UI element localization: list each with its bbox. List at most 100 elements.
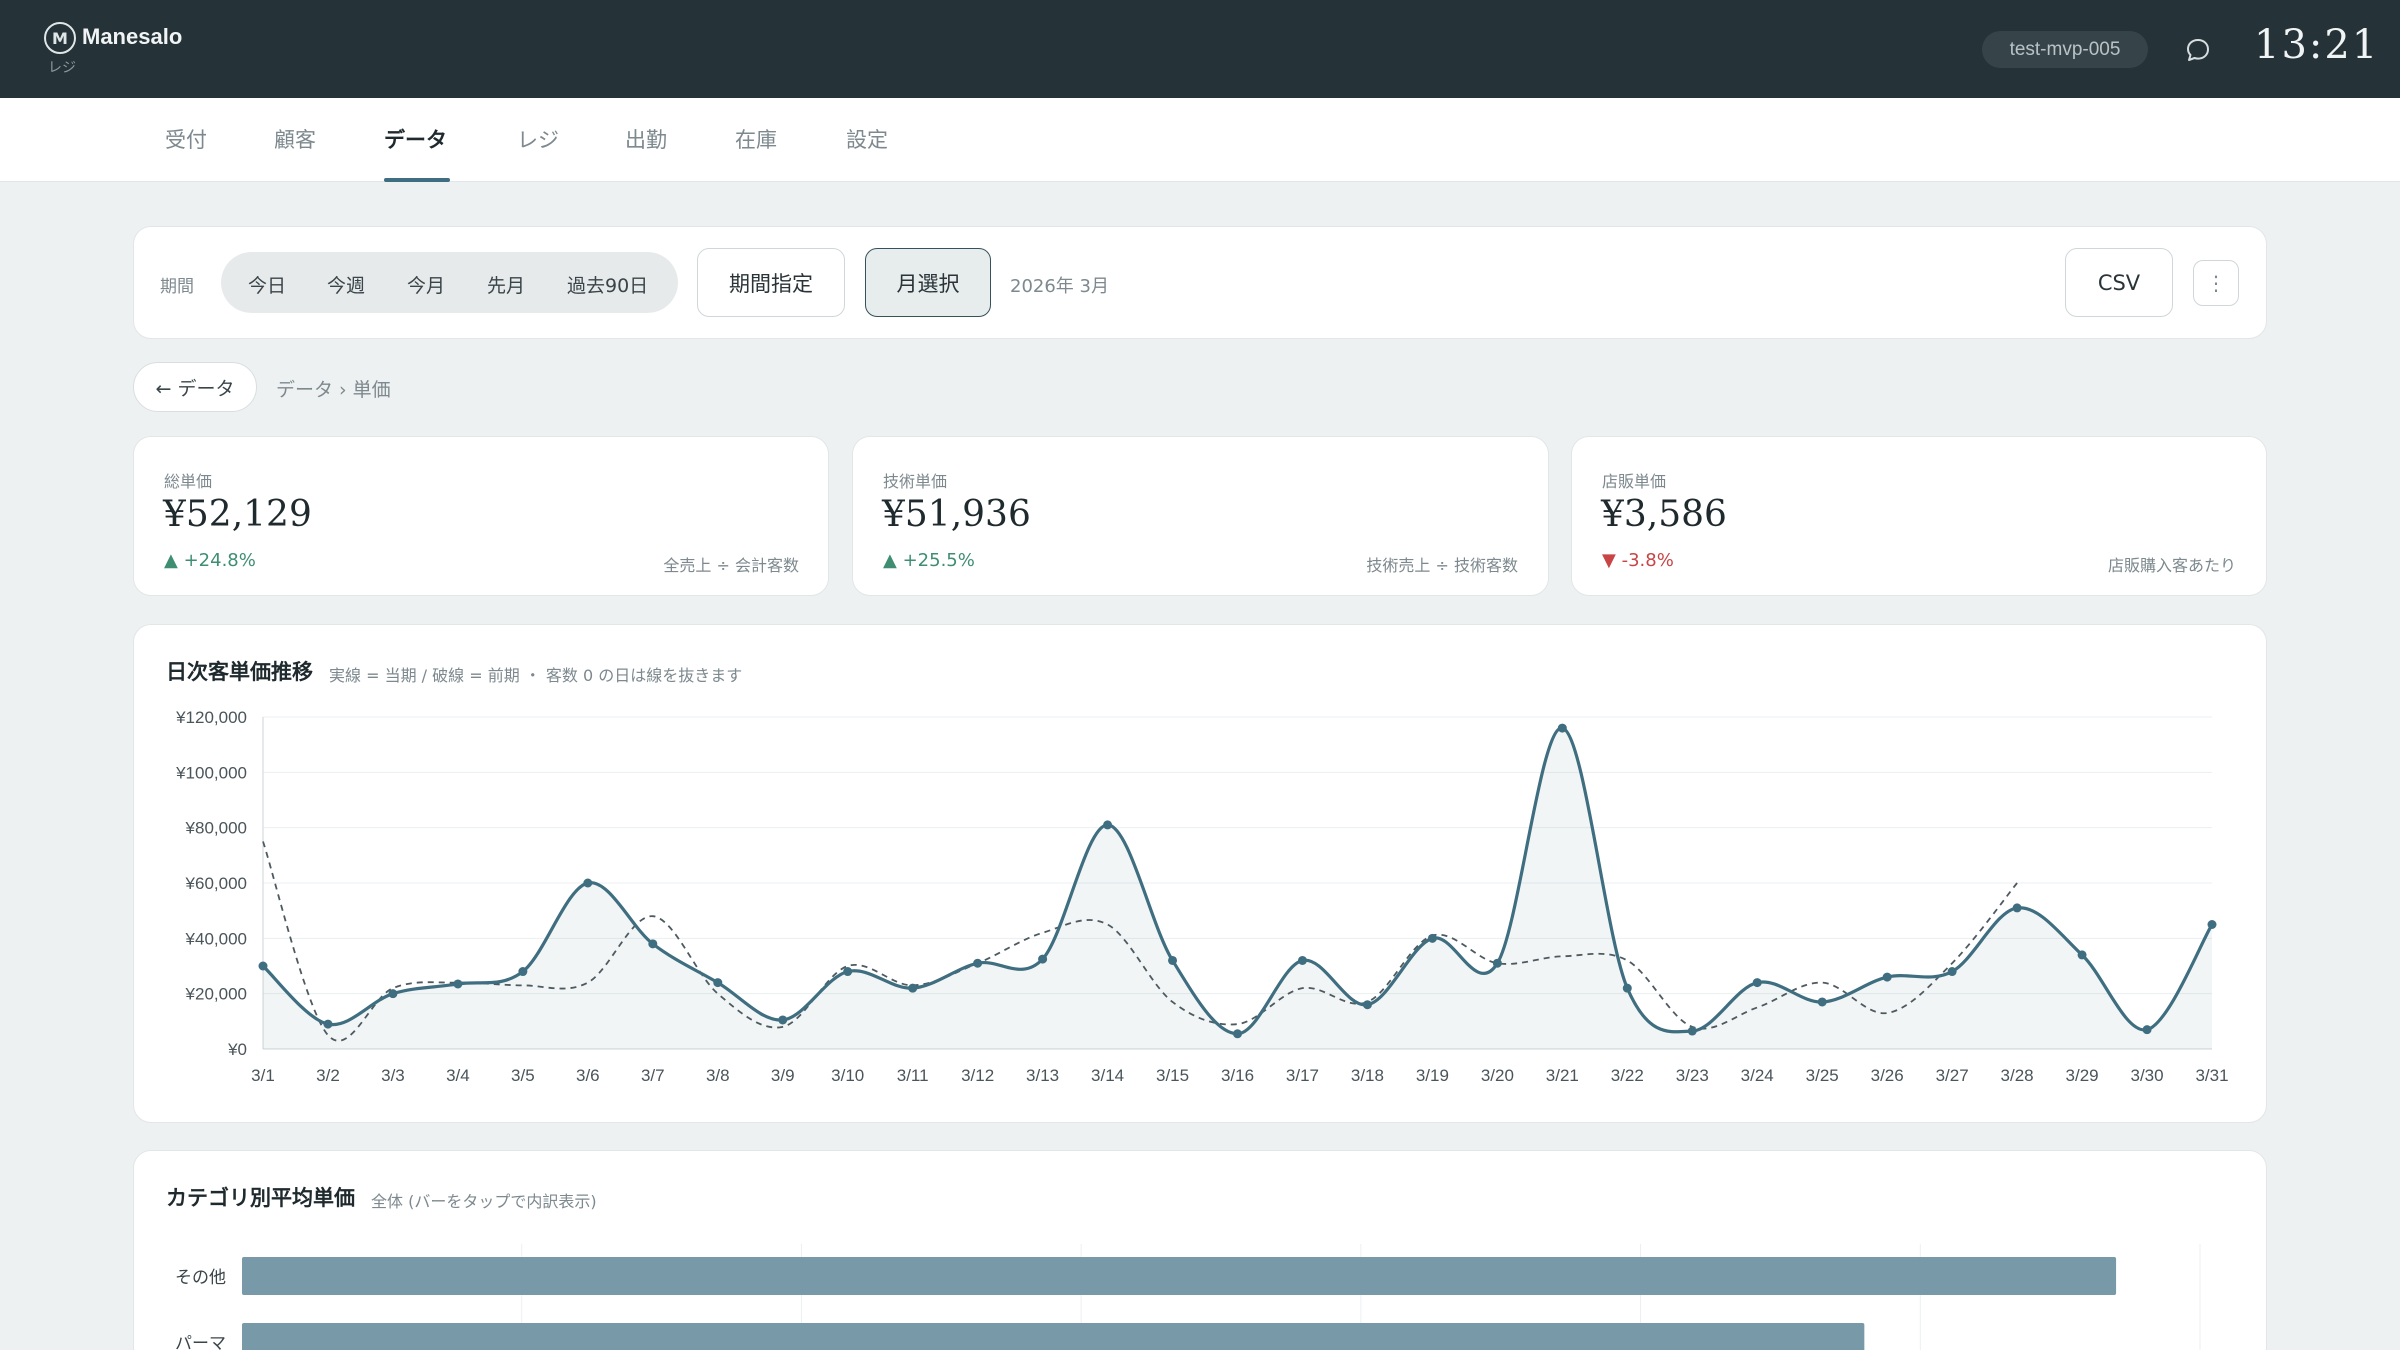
data-point (1233, 1029, 1242, 1039)
x-tick-label: 3/11 (897, 1066, 929, 1085)
data-point (518, 967, 528, 977)
daily-chart-title: 日次客単価推移 (166, 659, 313, 684)
period-this-week[interactable]: 今週 (327, 275, 366, 297)
data-point (583, 878, 593, 888)
tab-customers[interactable]: 顧客 (274, 128, 316, 152)
period-label: 期間 (160, 277, 194, 297)
kpi-card-retail (1571, 436, 2267, 596)
data-point (1752, 978, 1762, 988)
data-point (1557, 723, 1567, 733)
tab-settings[interactable]: 設定 (846, 128, 888, 152)
x-tick-label: 3/8 (706, 1066, 730, 1085)
x-tick-label: 3/9 (771, 1066, 795, 1085)
kpi-label: 技術単価 (883, 472, 948, 491)
data-point (2012, 903, 2022, 913)
data-point (843, 967, 853, 977)
kpi-card-technical (852, 436, 1549, 596)
category-chart-card (133, 1150, 2267, 1350)
category-label: パーマ (175, 1334, 226, 1350)
x-tick-label: 3/13 (1026, 1066, 1059, 1085)
kpi-delta: ▲ +25.5% (883, 550, 975, 571)
tab-register[interactable]: レジ (517, 128, 559, 152)
x-tick-label: 3/7 (641, 1066, 665, 1085)
data-point (1947, 967, 1957, 977)
x-tick-label: 3/12 (961, 1066, 994, 1085)
data-point (1297, 955, 1307, 965)
x-tick-label: 3/16 (1221, 1066, 1254, 1085)
tab-inventory[interactable]: 在庫 (735, 128, 777, 152)
x-tick-label: 3/19 (1416, 1066, 1449, 1085)
data-point (973, 958, 983, 968)
x-tick-label: 3/31 (2195, 1066, 2228, 1085)
data-point (713, 978, 723, 988)
data-point (1038, 954, 1048, 964)
clock: 13:21 (2254, 22, 2380, 68)
x-tick-label: 3/17 (1286, 1066, 1319, 1085)
kpi-value: ¥3,586 (1601, 494, 1727, 535)
kpi-delta: ▼ -3.8% (1602, 550, 1674, 571)
back-button[interactable]: ← データ (133, 362, 257, 412)
data-point (1492, 958, 1502, 968)
kpi-delta: ▲ +24.8% (164, 550, 256, 571)
previous-period-line (262, 841, 2018, 1042)
logo-icon: M (44, 22, 76, 54)
data-point (1622, 983, 1632, 993)
kpi-label: 店販単価 (1602, 472, 1667, 491)
data-point (1882, 972, 1892, 982)
y-tick-label: ¥120,000 (175, 708, 247, 727)
tab-reception[interactable]: 受付 (165, 128, 207, 152)
current-period: 2026年 3月 (1010, 276, 1109, 297)
quick-period-segment: 今日 今週 今月 先月 過去90日 (221, 252, 678, 313)
x-tick-label: 3/22 (1611, 1066, 1644, 1085)
category-bar (242, 1257, 2117, 1295)
tab-data[interactable]: データ (384, 128, 447, 152)
active-tab-indicator (384, 178, 450, 182)
y-tick-label: ¥0 (227, 1040, 247, 1059)
x-tick-label: 3/18 (1351, 1066, 1384, 1085)
category-bar (242, 1323, 1865, 1350)
chat-icon[interactable] (2184, 36, 2212, 64)
kpi-card-total (133, 436, 829, 596)
kpi-note: 技術売上 ÷ 技術客数 (1366, 556, 1518, 575)
data-point (648, 939, 658, 949)
more-options-icon[interactable]: ⋮ (2193, 260, 2239, 306)
x-tick-label: 3/23 (1676, 1066, 1709, 1085)
period-last-month[interactable]: 先月 (487, 275, 526, 297)
category-label: その他 (175, 1268, 226, 1287)
data-point (2142, 1025, 2152, 1035)
data-point (1168, 955, 1178, 965)
period-today[interactable]: 今日 (248, 275, 287, 297)
data-point (1817, 997, 1827, 1007)
x-tick-label: 3/2 (316, 1066, 340, 1085)
kpi-label: 総単価 (164, 472, 213, 491)
x-tick-label: 3/4 (446, 1066, 470, 1085)
category-chart-subtitle: 全体 (バーをタップで内訳表示) (371, 1192, 597, 1211)
x-tick-label: 3/28 (2001, 1066, 2034, 1085)
kpi-value: ¥52,129 (163, 494, 312, 535)
kpi-value: ¥51,936 (882, 494, 1031, 535)
daily-line-chart[interactable]: ¥0 ¥20,000 ¥40,000 ¥60,000 ¥80,000 ¥100,000 ¥1… (150, 700, 2240, 1100)
user-badge[interactable]: test-mvp-005 (1982, 31, 2148, 68)
period-last-90-days[interactable]: 過去90日 (567, 275, 649, 297)
custom-period-button[interactable]: 期間指定 (697, 248, 845, 317)
data-point (1687, 1026, 1697, 1036)
tab-attendance[interactable]: 出勤 (625, 128, 667, 152)
period-this-month[interactable]: 今月 (407, 275, 446, 297)
y-tick-label: ¥20,000 (185, 985, 247, 1004)
data-point (258, 961, 268, 971)
daily-chart-card (133, 624, 2267, 1123)
x-tick-label: 3/1 (251, 1066, 275, 1085)
x-tick-label: 3/3 (381, 1066, 405, 1085)
month-select-button[interactable]: 月選択 (865, 248, 991, 317)
x-tick-label: 3/29 (2066, 1066, 2099, 1085)
y-tick-label: ¥80,000 (185, 819, 247, 838)
y-tick-label: ¥100,000 (175, 763, 247, 782)
csv-button[interactable]: CSV (2065, 248, 2173, 317)
top-bar: M Manesalo レジ test-mvp-005 13:21 (0, 0, 2400, 98)
x-tick-label: 3/20 (1481, 1066, 1514, 1085)
y-tick-label: ¥40,000 (185, 929, 247, 948)
category-chart-title: カテゴリ別平均単価 (166, 1185, 355, 1210)
data-point (1427, 933, 1437, 943)
data-point (778, 1015, 788, 1025)
